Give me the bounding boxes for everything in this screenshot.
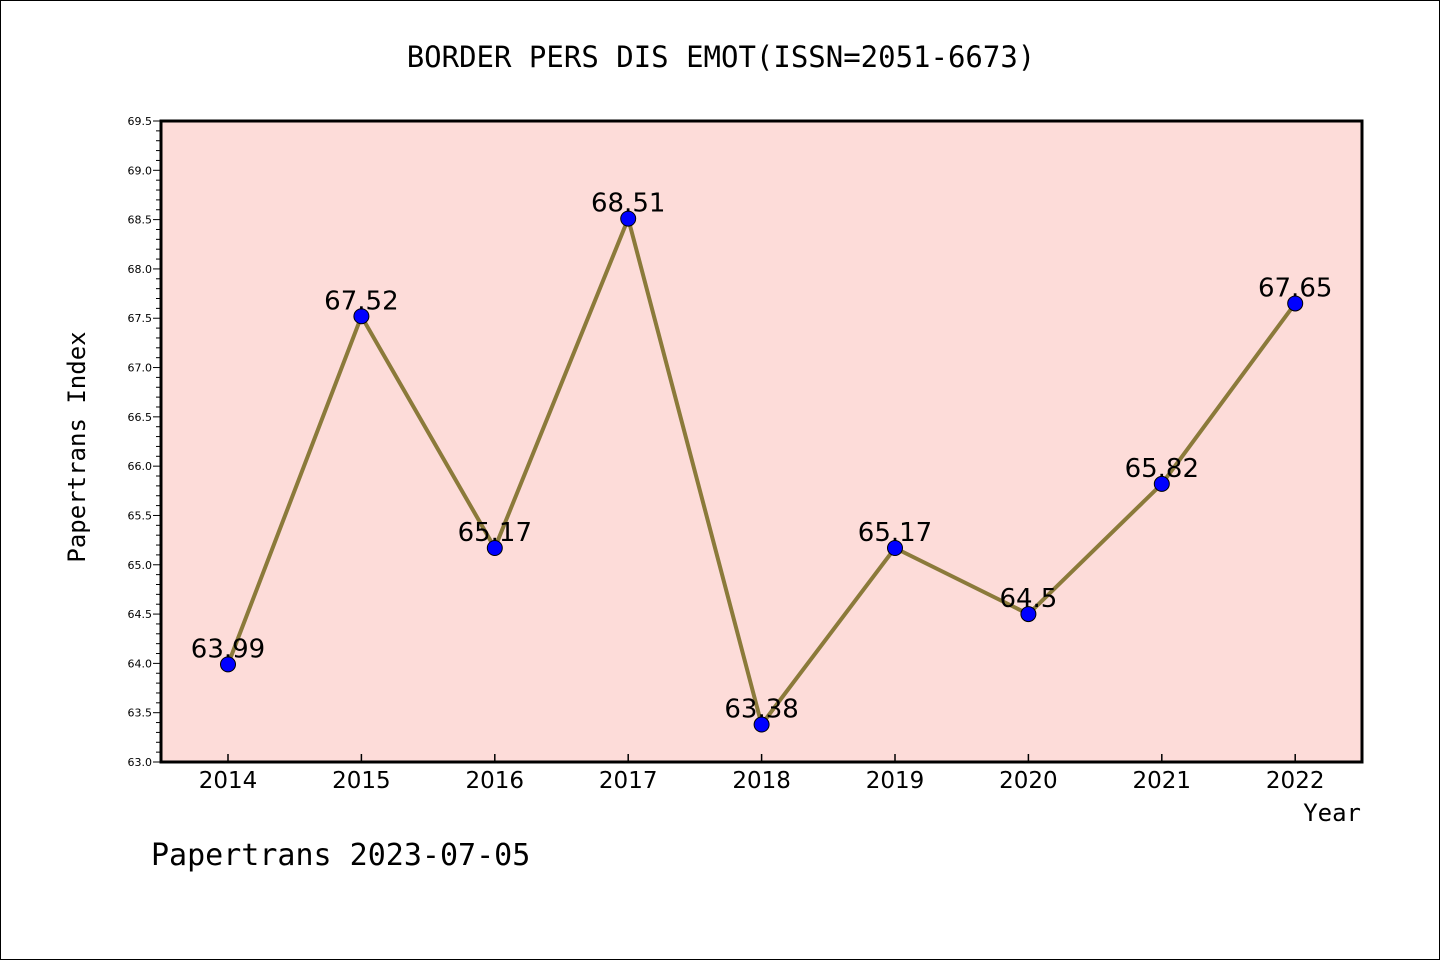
y-axis: 63.0 63.5 64.0 64.5 65.0 65.5 66.0 66.5 67.0 67.5… [128, 115, 161, 769]
data-labels: 63.99 67.52 65.17 68.51 63.38 65.17 64.5 65.82 6… [191, 189, 1333, 725]
x-tick-label: 2016 [466, 768, 525, 794]
y-tick-label: 65.5 [128, 509, 153, 522]
data-label: 65.82 [1125, 454, 1199, 484]
x-tick-label: 2017 [599, 768, 658, 794]
data-label: 63.38 [724, 695, 798, 725]
data-label: 65.17 [458, 518, 532, 548]
y-tick-label: 66.5 [128, 411, 153, 424]
y-tick-label: 63.0 [128, 756, 153, 769]
data-point-marker [1020, 606, 1037, 623]
x-axis-label: Year [1303, 799, 1361, 827]
footer-text: Papertrans 2023-07-05 [151, 838, 530, 873]
data-label: 67.65 [1258, 273, 1332, 303]
y-tick-label: 68.5 [128, 214, 153, 227]
data-point-marker [753, 716, 770, 733]
y-tick-label: 67.0 [128, 362, 153, 375]
x-tick-label: 2014 [199, 768, 258, 794]
x-tick-label: 2015 [332, 768, 391, 794]
y-tick-label: 67.5 [128, 312, 153, 325]
y-tick-label: 69.0 [128, 164, 153, 177]
y-axis-label: Papertrans Index [63, 331, 91, 562]
y-tick-label: 63.5 [128, 707, 153, 720]
x-tick-label: 2021 [1133, 768, 1192, 794]
data-label: 68.51 [591, 189, 665, 219]
chart-title: BORDER PERS DIS EMOT(ISSN=2051-6673) [407, 40, 1036, 74]
y-tick-label: 64.0 [128, 657, 153, 670]
plot-area [159, 119, 1364, 764]
x-tick-label: 2018 [732, 768, 791, 794]
data-point-marker [1153, 475, 1170, 492]
data-point-marker [1287, 295, 1304, 312]
y-tick-label: 65.0 [128, 559, 153, 572]
data-label: 67.52 [324, 286, 398, 316]
data-label: 64.5 [999, 584, 1057, 614]
x-tick-label: 2022 [1266, 768, 1325, 794]
x-tick-label: 2019 [866, 768, 925, 794]
data-points [220, 210, 1304, 733]
data-point-marker [620, 210, 637, 227]
data-point-marker [220, 656, 236, 673]
data-label: 63.99 [191, 634, 265, 664]
data-point-marker [353, 308, 370, 325]
x-tick-label: 2020 [999, 768, 1058, 794]
y-tick-label: 66.0 [128, 460, 153, 473]
y-tick-label: 68.0 [128, 263, 153, 276]
y-tick-label: 69.5 [128, 115, 153, 128]
data-point-marker [486, 540, 503, 557]
x-axis: 2014 2015 2016 2017 2018 2019 2020 2021 2022 [199, 754, 1325, 794]
data-label: 65.17 [858, 518, 932, 548]
y-tick-label: 64.5 [128, 608, 153, 621]
data-point-marker [887, 540, 903, 557]
